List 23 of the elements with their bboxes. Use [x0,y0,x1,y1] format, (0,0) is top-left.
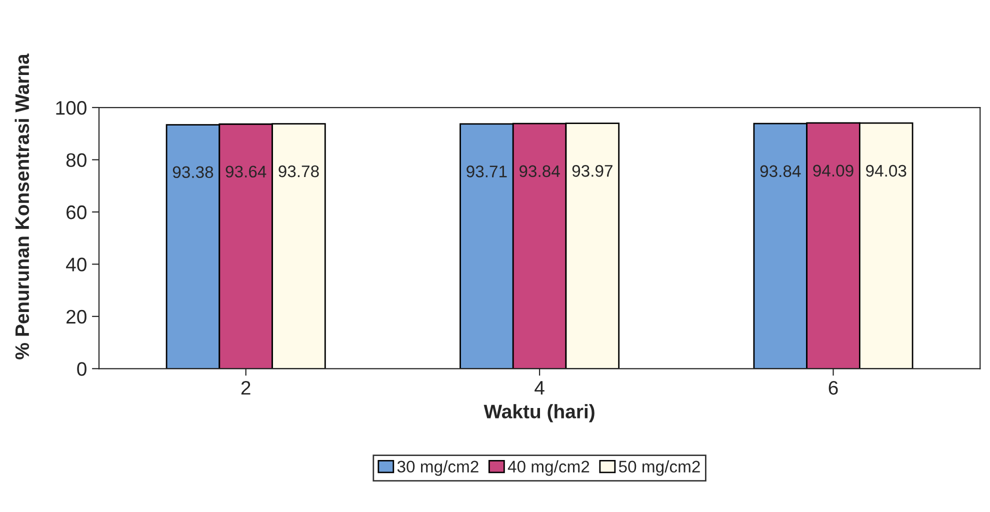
legend-label: 30 mg/cm2 [397,460,478,476]
data-label: 94.09 [813,164,854,177]
data-label: 93.78 [278,165,319,178]
data-label: 93.38 [172,166,214,178]
data-label: 93.71 [466,166,507,178]
legend-label: 50 mg/cm2 [618,460,700,476]
data-label: 93.84 [760,165,801,178]
y-tick-label: 20 [66,310,86,324]
y-tick-label: 60 [66,205,86,220]
y-tick-label: 40 [66,258,86,272]
data-label: 94.03 [866,164,906,177]
data-label: 93.97 [572,165,612,177]
y-tick-label: 80 [66,153,86,167]
y-axis-title: % Penurunan Konsentrasi Warna [14,54,30,360]
y-tick-label: 100 [56,100,86,115]
x-tick-label: 4 [534,381,544,395]
y-tick-label: 0 [77,362,86,376]
x-tick-label: 6 [828,380,838,395]
x-tick-label: 2 [241,380,250,395]
legend-label: 40 mg/cm2 [508,460,590,476]
data-label: 93.84 [519,165,560,178]
x-axis-title: Waktu (hari) [484,404,594,422]
data-label: 93.64 [226,166,266,178]
